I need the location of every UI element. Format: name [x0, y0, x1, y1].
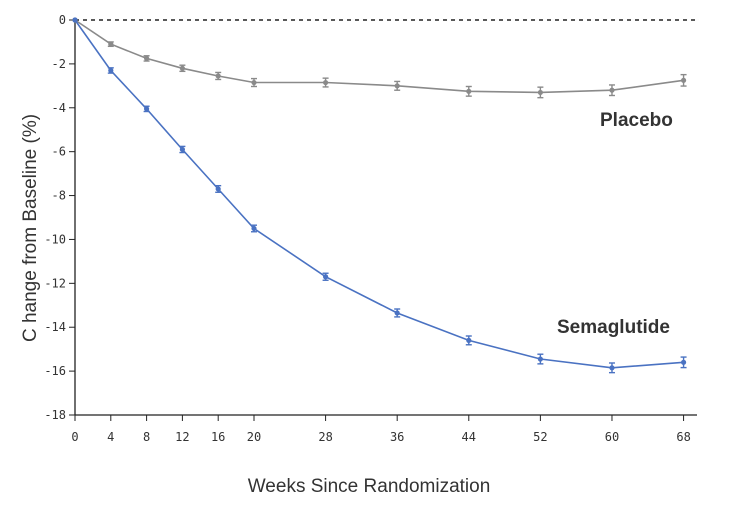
- x-tick-label: 8: [143, 430, 150, 444]
- placebo-point: [215, 73, 221, 79]
- tick-labels: 0 -2 -4 -6 -8 -10 -12 -14 -16 -18 0 4 8 12 16 20 28 36 44 5…: [44, 13, 690, 444]
- semaglutide-point: [72, 17, 78, 23]
- y-tick-label: -2: [52, 57, 66, 71]
- y-tick-label: -4: [52, 101, 66, 115]
- x-tick-label: 0: [71, 430, 78, 444]
- semaglutide-point: [609, 365, 615, 371]
- semaglutide-line: [74, 19, 684, 369]
- y-tick-label: -14: [44, 320, 66, 334]
- placebo-point: [609, 87, 615, 93]
- placebo-series: [72, 17, 687, 99]
- y-tick-label: 0: [59, 13, 66, 27]
- semaglutide-series-label: Semaglutide: [557, 317, 670, 338]
- semaglutide-point: [179, 146, 185, 153]
- placebo-point: [394, 83, 400, 89]
- placebo-point: [251, 79, 257, 86]
- semaglutide-point: [215, 186, 221, 192]
- y-tick-label: -8: [52, 189, 66, 203]
- y-tick-label: -10: [44, 232, 66, 246]
- semaglutide-point: [394, 310, 400, 316]
- semaglutide-point: [108, 67, 114, 74]
- semaglutide-point: [322, 274, 329, 280]
- x-tick-label: 52: [533, 430, 547, 444]
- placebo-series-label: Placebo: [600, 110, 673, 131]
- placebo-point: [108, 41, 114, 47]
- semaglutide-point: [537, 356, 543, 362]
- series-layer: [72, 17, 687, 374]
- y-tick-label: -18: [44, 408, 66, 422]
- semaglutide-point: [251, 225, 257, 232]
- y-tick-label: -6: [52, 145, 66, 159]
- x-tick-label: 36: [390, 430, 404, 444]
- y-axis-title: C hange from Baseline (%): [20, 114, 41, 342]
- placebo-point: [537, 89, 543, 96]
- x-tick-label: 20: [247, 430, 261, 444]
- placebo-point: [322, 79, 329, 86]
- x-tick-label: 44: [462, 430, 476, 444]
- y-tick-label: -12: [44, 276, 66, 290]
- placebo-point: [466, 88, 472, 94]
- y-tick-label: -16: [44, 364, 66, 378]
- placebo-point: [680, 77, 687, 83]
- x-tick-label: 4: [107, 430, 114, 444]
- x-tick-label: 12: [175, 430, 189, 444]
- semaglutide-point: [143, 106, 150, 112]
- placebo-point: [143, 55, 150, 62]
- semaglutide-series: [72, 17, 687, 374]
- placebo-point: [179, 65, 185, 71]
- x-axis-title: Weeks Since Randomization: [248, 476, 491, 497]
- semaglutide-point: [680, 359, 687, 365]
- placebo-line: [74, 19, 684, 94]
- x-tick-label: 16: [211, 430, 225, 444]
- semaglutide-point: [466, 337, 472, 343]
- x-tick-label: 68: [676, 430, 690, 444]
- chart-axes: [69, 19, 697, 421]
- x-tick-label: 28: [318, 430, 332, 444]
- x-tick-label: 60: [605, 430, 619, 444]
